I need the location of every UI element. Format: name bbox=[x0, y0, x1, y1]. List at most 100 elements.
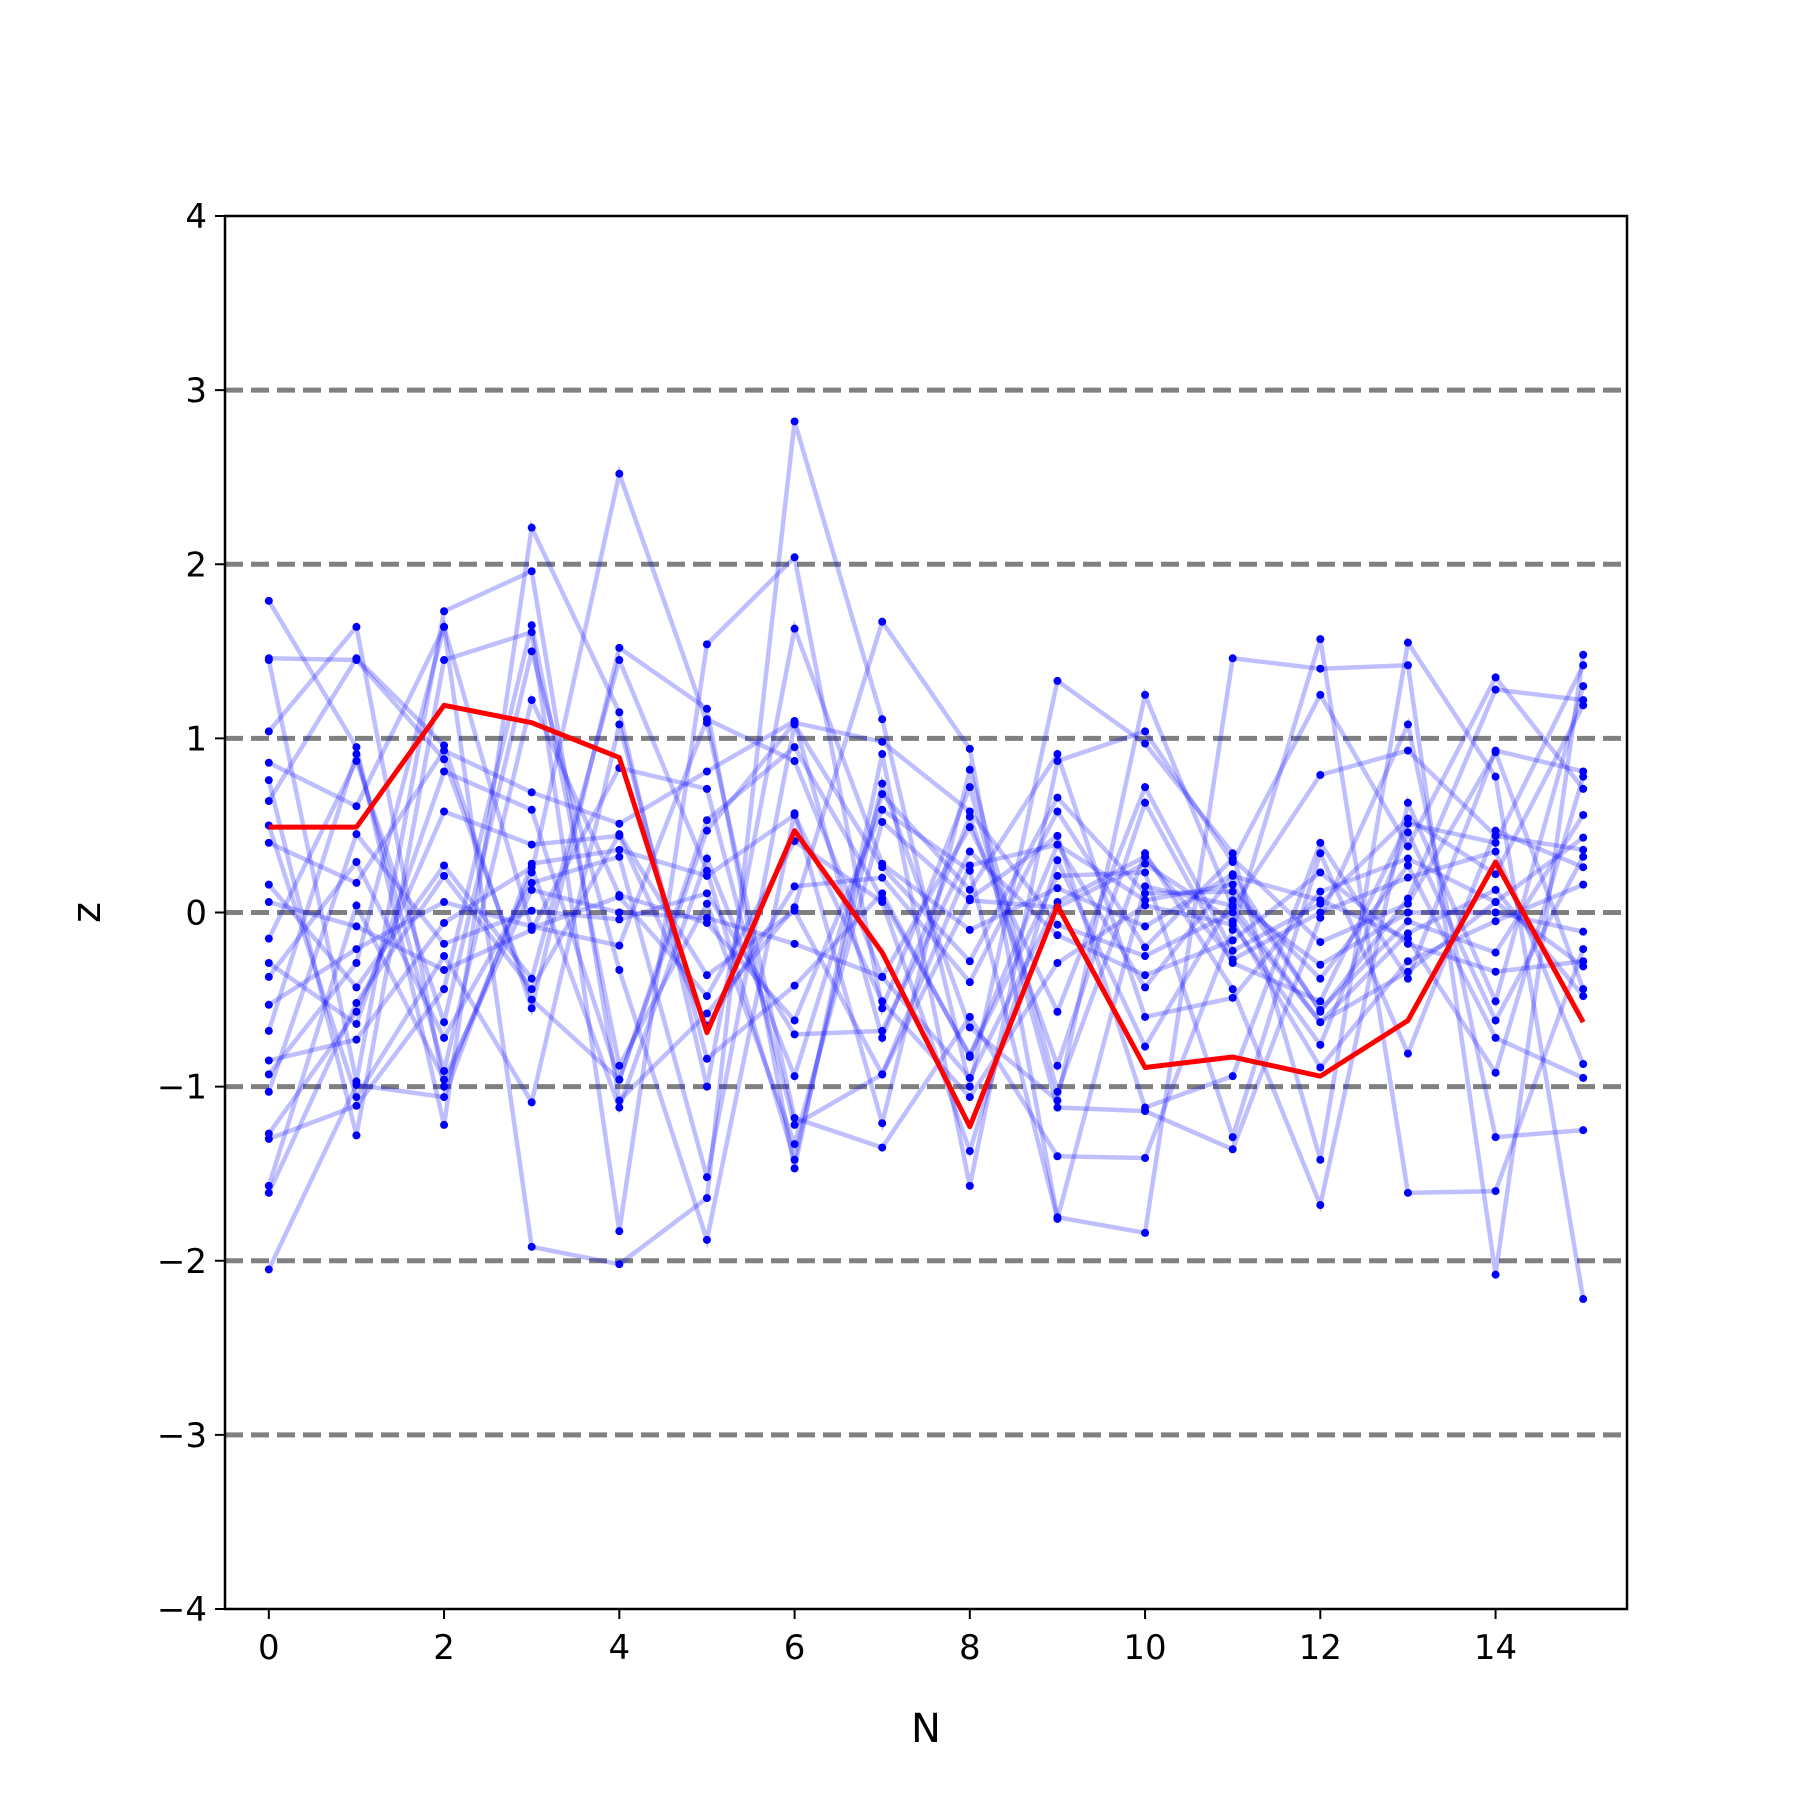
sample-point bbox=[352, 999, 361, 1008]
sample-line bbox=[266, 552, 1584, 1232]
sample-point bbox=[615, 708, 624, 717]
sample-point bbox=[527, 1242, 536, 1251]
sample-point bbox=[1491, 1187, 1500, 1196]
sample-line bbox=[266, 811, 1586, 1271]
sample-point bbox=[1228, 896, 1237, 905]
sample-point bbox=[1403, 974, 1412, 983]
sample-point bbox=[1053, 1152, 1062, 1161]
sample-point bbox=[1316, 690, 1325, 699]
sample-point bbox=[790, 743, 799, 752]
sample-point bbox=[440, 985, 449, 994]
sample-point bbox=[1491, 898, 1500, 907]
sample-point bbox=[1141, 983, 1150, 992]
sample-point bbox=[1491, 685, 1500, 694]
sample-line bbox=[266, 520, 1584, 1126]
sample-point bbox=[1579, 701, 1588, 710]
sample-point bbox=[1579, 661, 1588, 670]
sample-point bbox=[790, 1016, 799, 1025]
sample-point bbox=[1141, 1103, 1150, 1112]
sample-point bbox=[790, 417, 799, 426]
sample-point bbox=[965, 1073, 974, 1082]
sample-point bbox=[1579, 810, 1588, 819]
sample-point bbox=[615, 1075, 624, 1084]
sample-point bbox=[1403, 967, 1412, 976]
sample-point bbox=[1228, 654, 1237, 663]
sample-point bbox=[878, 1004, 887, 1013]
sample-point bbox=[440, 898, 449, 907]
sample-point bbox=[878, 1026, 887, 1035]
sample-point bbox=[1316, 664, 1325, 673]
sample-point bbox=[615, 656, 624, 665]
sample-point bbox=[1403, 917, 1412, 926]
sample-point bbox=[264, 758, 273, 767]
sample-point bbox=[440, 1075, 449, 1084]
sample-point bbox=[1579, 772, 1588, 781]
sample-point bbox=[440, 755, 449, 764]
sample-point bbox=[1053, 793, 1062, 802]
sample-point bbox=[1316, 1201, 1325, 1210]
sample-point bbox=[440, 746, 449, 755]
sample-point bbox=[615, 643, 624, 652]
sample-point bbox=[1316, 1006, 1325, 1015]
sample-point bbox=[965, 925, 974, 934]
sample-line bbox=[266, 650, 1586, 1249]
sample-point bbox=[1316, 635, 1325, 644]
sample-point bbox=[264, 838, 273, 847]
sample-point bbox=[1053, 958, 1062, 967]
sample-point bbox=[1403, 899, 1412, 908]
highlight-line bbox=[268, 702, 1586, 1130]
sample-point bbox=[1316, 938, 1325, 947]
sample-point bbox=[702, 871, 711, 880]
sample-point bbox=[1228, 920, 1237, 929]
sample-point bbox=[965, 823, 974, 832]
sample-point bbox=[1053, 840, 1062, 849]
sample-point bbox=[790, 906, 799, 915]
sample-point bbox=[615, 1061, 624, 1070]
sample-point bbox=[1316, 997, 1325, 1006]
sample-point bbox=[264, 1134, 273, 1143]
sample-point bbox=[965, 744, 974, 753]
sample-point bbox=[615, 1260, 624, 1269]
sample-point bbox=[1579, 962, 1588, 971]
sample-line bbox=[267, 743, 1585, 1145]
sample-point bbox=[1228, 1133, 1237, 1142]
sample-point bbox=[965, 1147, 974, 1156]
sample-point bbox=[878, 817, 887, 826]
sample-point bbox=[1053, 856, 1062, 865]
sample-point bbox=[1491, 1270, 1500, 1279]
sample-point bbox=[878, 750, 887, 759]
sample-point bbox=[965, 885, 974, 894]
sample-point bbox=[440, 1033, 449, 1042]
sample-point bbox=[1403, 720, 1412, 729]
sample-point bbox=[1316, 974, 1325, 983]
sample-point bbox=[702, 1082, 711, 1091]
sample-point bbox=[1403, 873, 1412, 882]
sample-point bbox=[1491, 826, 1500, 835]
sample-point bbox=[264, 1181, 273, 1190]
sample-point bbox=[527, 628, 536, 637]
sample-point bbox=[440, 607, 449, 616]
sample-point bbox=[965, 1023, 974, 1032]
sample-line bbox=[267, 420, 1586, 1300]
sample-point bbox=[1053, 871, 1062, 880]
sample-point bbox=[527, 840, 536, 849]
sample-point bbox=[702, 715, 711, 724]
sample-point bbox=[1579, 784, 1588, 793]
sample-point bbox=[1053, 1096, 1062, 1105]
y-tick-label: 0 bbox=[185, 894, 207, 934]
y-tick-label: 1 bbox=[185, 719, 207, 759]
sample-point bbox=[878, 889, 887, 898]
sample-point bbox=[527, 788, 536, 797]
sample-point bbox=[1141, 739, 1150, 748]
sample-point bbox=[352, 622, 361, 631]
sample-point bbox=[1491, 673, 1500, 682]
sample-point bbox=[878, 715, 887, 724]
sample-point bbox=[527, 1098, 536, 1107]
sample-point bbox=[352, 743, 361, 752]
sample-point bbox=[702, 889, 711, 898]
sample-point bbox=[1053, 1103, 1062, 1112]
sample-point bbox=[264, 958, 273, 967]
sample-point bbox=[878, 737, 887, 746]
sample-point bbox=[264, 776, 273, 785]
